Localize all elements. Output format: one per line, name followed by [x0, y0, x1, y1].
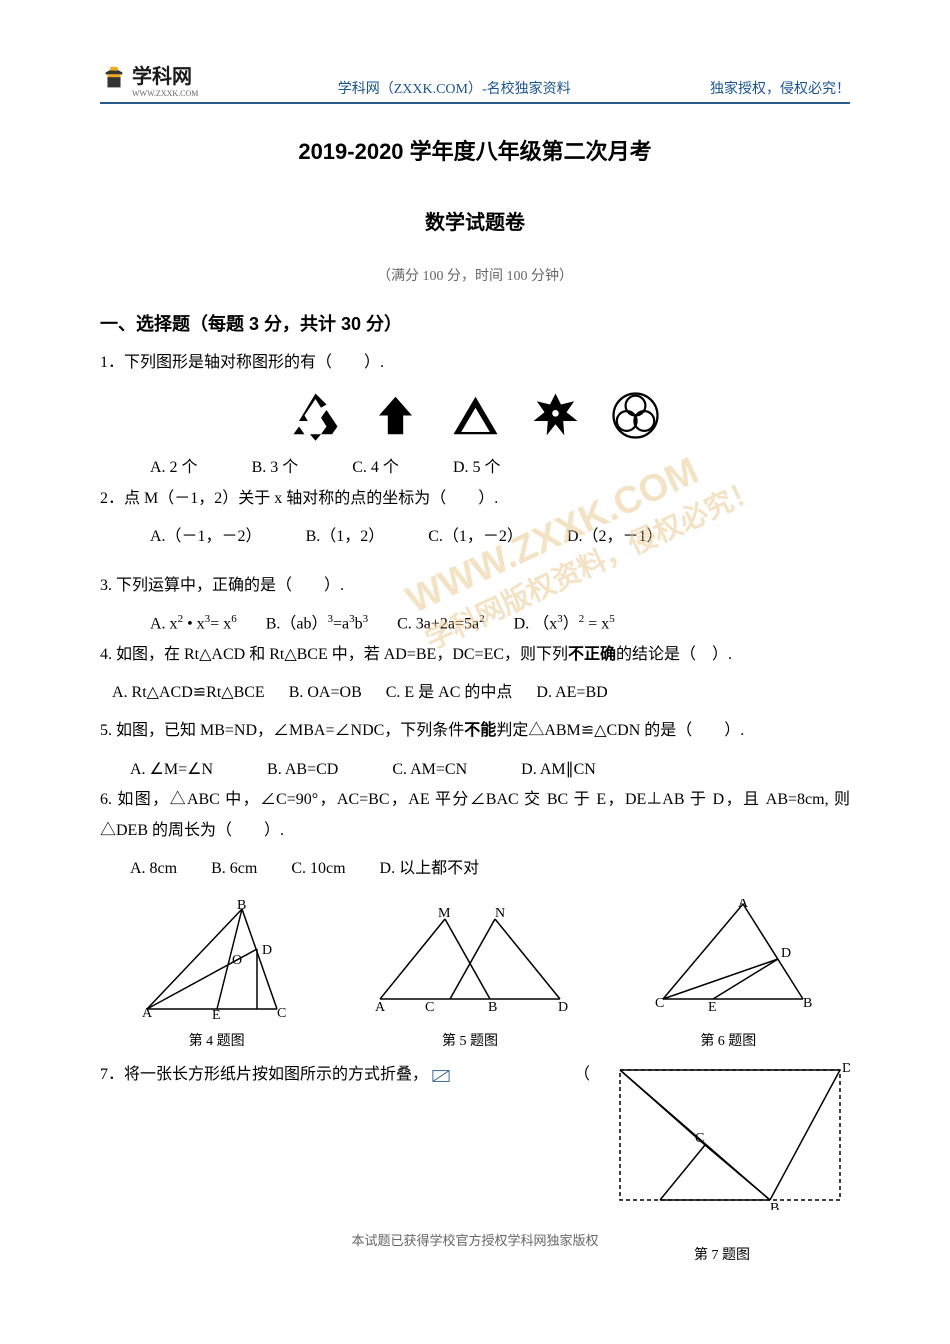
svg-text:B: B: [237, 899, 246, 913]
question-3: 3. 下列运算中，正确的是（ ）.: [100, 571, 850, 601]
figure-6: A B C D E 第 6 题图: [643, 899, 813, 1050]
fig5-label: 第 5 题图: [370, 1030, 570, 1050]
svg-text:O: O: [232, 953, 242, 968]
svg-text:A: A: [738, 899, 749, 911]
svg-text:C: C: [655, 996, 664, 1011]
q2-options: A.（－1，－2） B.（1，2） C.（1，－2） D.（2，－1）: [100, 522, 850, 552]
question-1: 1．下列图形是轴对称图形的有（ ）.: [100, 348, 850, 378]
fold-small-icon: [432, 1069, 450, 1083]
q4-opt-a: A. Rt△ACD≌Rt△BCE: [112, 684, 265, 701]
q1-opt-d: D. 5 个: [453, 453, 501, 483]
q4-options: A. Rt△ACD≌Rt△BCE B. OA=OB C. E 是 AC 的中点 …: [100, 678, 850, 708]
q5-bold: 不能: [464, 722, 496, 739]
exam-title: 2019-2020 学年度八年级第二次月考: [100, 134, 850, 166]
svg-text:A: A: [142, 1006, 153, 1019]
q2-opt-b: B.（1，2）: [306, 522, 385, 552]
figures-row: A B C D E O 第 4 题图 A C B D M N: [100, 899, 850, 1050]
q3-opt-c: C. 3a+2a=5a2: [397, 609, 485, 640]
q5-pre: 5. 如图，已知 MB=ND，∠MBA=∠NDC，下列条件: [100, 722, 464, 739]
q6-options: A. 8cm B. 6cm C. 10cm D. 以上都不对: [100, 854, 850, 884]
svg-text:E: E: [708, 1000, 717, 1015]
q1-opt-a: A. 2 个: [150, 453, 198, 483]
q4-opt-c: C. E 是 AC 的中点: [386, 684, 513, 701]
header-right: 独家授权，侵权必究！: [710, 78, 850, 98]
q3-options: A. x2 • x3= x6 B.（ab）3=a3b3 C. 3a+2a=5a2…: [100, 609, 850, 640]
q6-opt-a: A. 8cm: [130, 854, 177, 884]
svg-text:C: C: [277, 1006, 286, 1019]
question-5: 5. 如图，已知 MB=ND，∠MBA=∠NDC，下列条件不能判定△ABM≌△C…: [100, 716, 850, 746]
svg-text:M: M: [438, 906, 451, 921]
question-6: 6. 如图，△ABC 中，∠C=90°，AC=BC，AE 平分∠BAC 交 BC…: [100, 785, 850, 846]
q4-post: 的结论是（ ）.: [616, 646, 732, 663]
logo-main-text: 学科网: [132, 60, 198, 89]
q5-opt-d: D. AM∥CN: [521, 755, 596, 785]
q6-opt-d: D. 以上都不对: [380, 854, 480, 884]
q4-opt-b: B. OA=OB: [289, 684, 362, 701]
svg-text:A: A: [375, 1000, 386, 1015]
page-header: 学科网 WWW.ZXXK.COM 学科网（ZXXK.COM）-名校独家资料 独家…: [100, 60, 850, 104]
q2-opt-c: C.（1，－2）: [428, 522, 523, 552]
figure-5: A C B D M N 第 5 题图: [370, 899, 570, 1050]
svg-text:C: C: [425, 1000, 434, 1015]
q5-options: A. ∠M=∠N B. AB=CD C. AM=CN D. AM∥CN: [100, 755, 850, 785]
q3-opt-a: A. x2 • x3= x6: [150, 609, 237, 640]
q6-opt-b: B. 6cm: [211, 854, 257, 884]
triangle-icon: [448, 388, 503, 443]
question-4: 4. 如图，在 Rt△ACD 和 Rt△BCE 中，若 AD=BE，DC=EC，…: [100, 640, 850, 670]
q3-opt-b: B.（ab）3=a3b3: [266, 609, 368, 640]
question-7-row: 7．将一张长方形纸片按如图所示的方式折叠， （ D C B: [100, 1060, 850, 1215]
question-2: 2．点 M（－1，2）关于 x 轴对称的点的坐标为（ ）.: [100, 484, 850, 514]
svg-text:D: D: [842, 1061, 850, 1076]
q1-shapes: [100, 388, 850, 443]
q7-text: 7．将一张长方形纸片按如图所示的方式折叠，: [100, 1066, 428, 1083]
q1-opt-c: C. 4 个: [352, 453, 399, 483]
q4-bold: 不正确: [568, 646, 616, 663]
svg-text:D: D: [558, 1000, 568, 1015]
svg-text:N: N: [495, 906, 505, 921]
header-center: 学科网（ZXXK.COM）-名校独家资料: [338, 78, 571, 98]
q5-opt-a: A. ∠M=∠N: [130, 755, 213, 785]
logo: 学科网 WWW.ZXXK.COM: [100, 60, 198, 98]
q4-opt-d: D. AE=BD: [536, 684, 607, 701]
q5-opt-b: B. AB=CD: [267, 755, 338, 785]
exam-subtitle: 数学试题卷: [100, 206, 850, 235]
svg-text:E: E: [212, 1008, 221, 1019]
star-flower-icon: [528, 388, 583, 443]
svg-text:B: B: [488, 1000, 497, 1015]
exam-info: （满分 100 分，时间 100 分钟）: [100, 265, 850, 285]
q2-opt-a: A.（－1，－2）: [150, 522, 262, 552]
q4-pre: 4. 如图，在 Rt△ACD 和 Rt△BCE 中，若 AD=BE，DC=EC，…: [100, 646, 568, 663]
q7-paren: （: [574, 1060, 590, 1090]
logo-icon: [100, 65, 128, 93]
q2-opt-d: D.（2，－1）: [567, 522, 663, 552]
svg-text:C: C: [695, 1131, 704, 1146]
fig6-label: 第 6 题图: [643, 1030, 813, 1050]
q3-opt-d: D. （x3）2 = x5: [514, 609, 615, 640]
svg-text:D: D: [781, 946, 791, 961]
arrow-icon: [368, 388, 423, 443]
figure-7: D C B: [610, 1060, 850, 1215]
q1-options: A. 2 个 B. 3 个 C. 4 个 D. 5 个: [100, 453, 850, 483]
q1-opt-b: B. 3 个: [252, 453, 299, 483]
svg-text:D: D: [262, 943, 272, 958]
q5-opt-c: C. AM=CN: [392, 755, 467, 785]
fig4-label: 第 4 题图: [137, 1030, 297, 1050]
q6-opt-c: C. 10cm: [291, 854, 345, 884]
page-container: 学科网 WWW.ZXXK.COM 学科网（ZXXK.COM）-名校独家资料 独家…: [0, 0, 950, 1304]
logo-sub-text: WWW.ZXXK.COM: [132, 89, 198, 98]
svg-text:B: B: [770, 1201, 779, 1210]
knot-icon: [608, 388, 663, 443]
svg-text:B: B: [803, 996, 812, 1011]
section-1-heading: 一、选择题（每题 3 分，共计 30 分）: [100, 310, 850, 336]
q5-post: 判定△ABM≌△CDN 的是（ ）.: [496, 722, 744, 739]
recycle-icon: [288, 388, 343, 443]
figure-4: A B C D E O 第 4 题图: [137, 899, 297, 1050]
question-7: 7．将一张长方形纸片按如图所示的方式折叠， （: [100, 1060, 590, 1090]
